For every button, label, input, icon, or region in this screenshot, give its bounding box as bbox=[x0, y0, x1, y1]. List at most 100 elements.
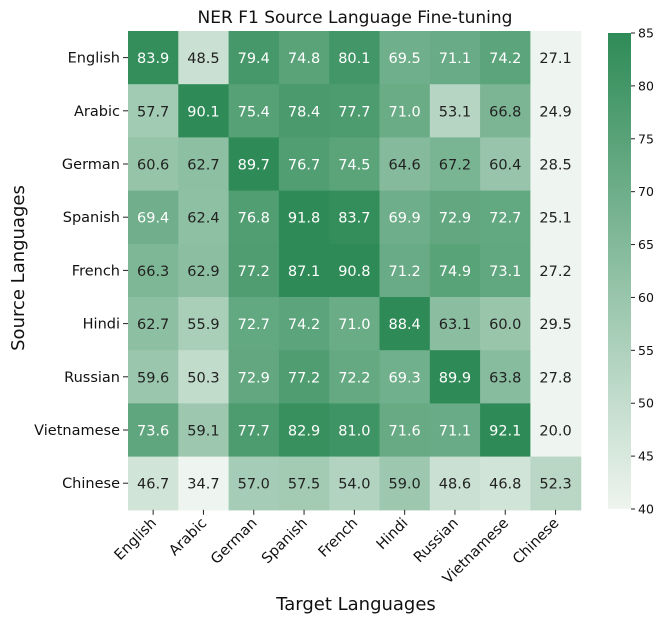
cell-value-label: 75.4 bbox=[238, 104, 270, 120]
cell-value-label: 62.7 bbox=[137, 317, 169, 333]
cell-value-label: 62.7 bbox=[187, 158, 219, 174]
heatmap-cell bbox=[228, 31, 280, 85]
y-tick-label: Hindi bbox=[83, 317, 120, 333]
heatmap-cell bbox=[429, 297, 481, 351]
heatmap-cell bbox=[329, 350, 381, 404]
cell-value-label: 91.8 bbox=[288, 211, 320, 227]
colorbar-tick-label: 40 bbox=[638, 502, 654, 517]
y-tick-label: Spanish bbox=[63, 210, 120, 226]
cell-value-label: 83.9 bbox=[137, 51, 169, 67]
heatmap-cell bbox=[379, 403, 431, 458]
cell-value-label: 59.1 bbox=[187, 424, 219, 440]
cell-value-label: 48.5 bbox=[187, 51, 219, 67]
cell-value-label: 88.4 bbox=[389, 317, 421, 333]
cell-value-label: 79.4 bbox=[238, 51, 270, 67]
cell-value-label: 90.1 bbox=[187, 104, 219, 120]
heatmap-cell bbox=[128, 137, 179, 192]
heatmap-cell bbox=[128, 403, 179, 458]
cell-value-label: 71.2 bbox=[389, 264, 421, 280]
y-axis-ticks: English Arabic German Spanish French Hindi Rus… bbox=[34, 51, 128, 492]
heatmap-cell bbox=[128, 190, 179, 245]
heatmap-cell bbox=[178, 456, 230, 511]
cell-value-label: 57.7 bbox=[137, 104, 169, 120]
heatmap-cell bbox=[278, 456, 330, 511]
cell-value-label: 72.9 bbox=[238, 370, 270, 386]
y-tick-label: German bbox=[62, 157, 120, 173]
cell-value-label: 74.9 bbox=[439, 264, 471, 280]
heatmap-cell bbox=[480, 350, 531, 404]
cell-value-label: 72.7 bbox=[489, 211, 521, 227]
heatmap-cell bbox=[530, 190, 582, 245]
heatmap-cell bbox=[329, 243, 381, 298]
cell-value-label: 73.1 bbox=[489, 264, 521, 280]
cell-value-label: 53.1 bbox=[439, 104, 471, 120]
cell-value-label: 57.5 bbox=[288, 477, 320, 493]
heatmap-cells bbox=[128, 31, 582, 511]
colorbar-tick-label: 65 bbox=[638, 237, 654, 252]
cell-value-label: 66.8 bbox=[489, 104, 521, 120]
heatmap-cell bbox=[329, 190, 381, 245]
heatmap-cell bbox=[228, 297, 280, 351]
heatmap-cell bbox=[530, 31, 582, 85]
cell-value-label: 48.6 bbox=[439, 477, 471, 493]
colorbar bbox=[608, 33, 631, 509]
heatmap-cell bbox=[329, 297, 381, 351]
cell-value-label: 46.7 bbox=[137, 477, 169, 493]
colorbar-tick-label: 55 bbox=[638, 343, 654, 358]
heatmap-cell bbox=[480, 297, 531, 351]
cell-value-label: 78.4 bbox=[288, 104, 320, 120]
heatmap-cell bbox=[278, 243, 330, 298]
heatmap-cell bbox=[379, 350, 431, 404]
chart-title: NER F1 Source Language Fine-tuning bbox=[198, 8, 513, 28]
cell-value-label: 55.9 bbox=[187, 317, 219, 333]
cell-value-label: 69.9 bbox=[389, 211, 421, 227]
cell-value-label: 52.3 bbox=[539, 477, 571, 493]
cell-value-label: 60.4 bbox=[489, 158, 521, 174]
cell-value-label: 92.1 bbox=[489, 424, 521, 440]
heatmap-cell bbox=[379, 137, 431, 192]
x-tick-label: English bbox=[112, 515, 160, 563]
heatmap-cell bbox=[178, 350, 230, 404]
x-tick-label: Russian bbox=[411, 515, 462, 566]
cell-value-label: 27.8 bbox=[539, 370, 571, 386]
cell-value-label: 77.7 bbox=[338, 104, 370, 120]
y-tick-label: French bbox=[72, 263, 120, 279]
x-axis-label: Target Languages bbox=[275, 594, 436, 615]
cell-value-label: 27.2 bbox=[539, 264, 571, 280]
heatmap-cell bbox=[278, 297, 330, 351]
cell-value-label: 77.2 bbox=[288, 370, 320, 386]
cell-value-label: 62.9 bbox=[187, 264, 219, 280]
heatmap-cell bbox=[128, 84, 179, 138]
x-tick-label: Hindi bbox=[374, 515, 412, 553]
cell-value-label: 74.2 bbox=[489, 51, 521, 67]
cell-value-label: 59.0 bbox=[389, 477, 421, 493]
heatmap-cell bbox=[329, 403, 381, 458]
cell-value-label: 71.6 bbox=[389, 424, 421, 440]
cell-value-label: 27.1 bbox=[539, 51, 571, 67]
cell-value-label: 73.6 bbox=[137, 424, 169, 440]
heatmap-cell bbox=[278, 31, 330, 85]
colorbar-tick-label: 75 bbox=[638, 131, 654, 146]
cell-value-label: 28.5 bbox=[539, 158, 571, 174]
cell-value-label: 72.2 bbox=[338, 370, 370, 386]
colorbar-tick-label: 70 bbox=[638, 184, 654, 199]
cell-value-label: 63.8 bbox=[489, 370, 521, 386]
cell-value-label: 71.1 bbox=[439, 424, 471, 440]
heatmap-cell bbox=[480, 190, 531, 245]
cell-value-label: 77.2 bbox=[238, 264, 270, 280]
heatmap-cell bbox=[379, 297, 431, 351]
heatmap-cell bbox=[329, 84, 381, 138]
x-tick-label: Spanish bbox=[259, 515, 311, 567]
cell-value-label: 71.0 bbox=[389, 104, 421, 120]
heatmap-cell bbox=[178, 190, 230, 245]
cell-value-label: 59.6 bbox=[137, 370, 169, 386]
heatmap-cell bbox=[228, 84, 280, 138]
cell-value-label: 82.9 bbox=[288, 424, 320, 440]
cell-value-label: 20.0 bbox=[539, 424, 571, 440]
heatmap-cell bbox=[128, 31, 179, 85]
heatmap-cell bbox=[178, 243, 230, 298]
heatmap-cell bbox=[128, 243, 179, 298]
cell-value-label: 77.7 bbox=[238, 424, 270, 440]
colorbar-ticks: 40 45 50 55 60 65 70 75 80 85 bbox=[631, 26, 654, 517]
